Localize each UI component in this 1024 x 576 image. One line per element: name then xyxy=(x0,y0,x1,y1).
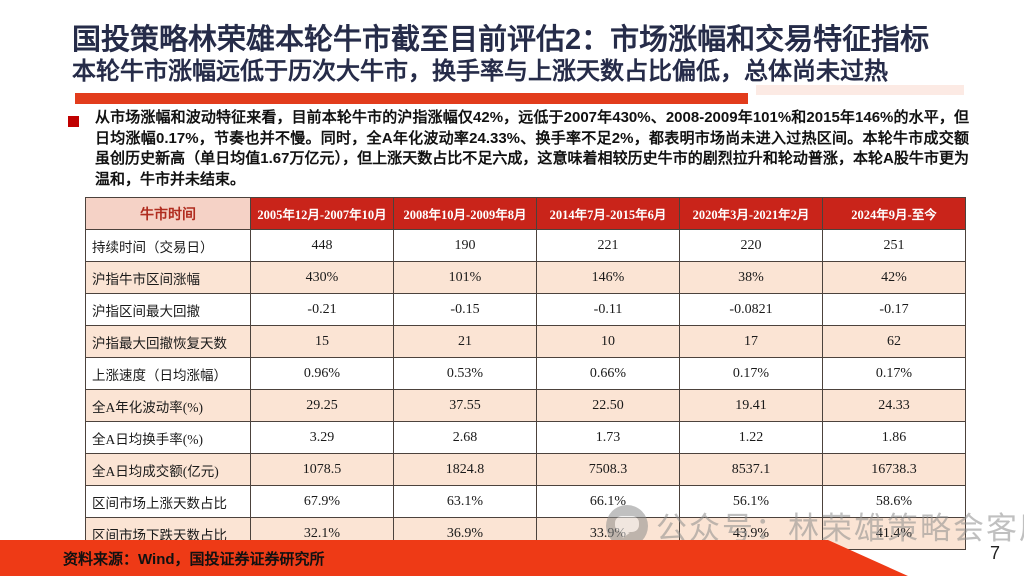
table-period-header: 2024年9月-至今 xyxy=(822,197,966,230)
cell-value: 19.41 xyxy=(679,389,823,422)
table-row: 沪指牛市区间涨幅 430% 101% 146% 38% 42% xyxy=(85,261,966,294)
body-paragraph: 从市场涨幅和波动特征来看，目前本轮牛市的沪指涨幅仅42%，远低于2007年430… xyxy=(95,109,969,188)
row-label: 沪指最大回撤恢复天数 xyxy=(85,325,251,358)
cell-value: 56.1% xyxy=(679,485,823,518)
cell-value: 8537.1 xyxy=(679,453,823,486)
cell-value: 190 xyxy=(393,229,537,262)
cell-value: 430% xyxy=(250,261,394,294)
cell-value: 1.86 xyxy=(822,421,966,454)
cell-value: 101% xyxy=(393,261,537,294)
cell-value: 0.53% xyxy=(393,357,537,390)
cell-value: 7508.3 xyxy=(536,453,680,486)
cell-value: 2.68 xyxy=(393,421,537,454)
table-row: 区间市场上涨天数占比 67.9% 63.1% 66.1% 56.1% 58.6% xyxy=(85,485,966,518)
row-label: 沪指牛市区间涨幅 xyxy=(85,261,251,294)
cell-value: 0.17% xyxy=(679,357,823,390)
cell-value: 0.66% xyxy=(536,357,680,390)
cell-value: 251 xyxy=(822,229,966,262)
cell-value: 3.29 xyxy=(250,421,394,454)
table-row: 持续时间（交易日） 448 190 221 220 251 xyxy=(85,229,966,262)
row-label: 全A日均成交额(亿元) xyxy=(85,453,251,486)
row-label: 区间市场上涨天数占比 xyxy=(85,485,251,518)
table-row: 全A日均成交额(亿元) 1078.5 1824.8 7508.3 8537.1 16738… xyxy=(85,453,966,486)
cell-value: 21 xyxy=(393,325,537,358)
cell-value: 62 xyxy=(822,325,966,358)
row-label: 上涨速度（日均涨幅） xyxy=(85,357,251,390)
cell-value: 38% xyxy=(679,261,823,294)
cell-value: 221 xyxy=(536,229,680,262)
cell-value: -0.15 xyxy=(393,293,537,326)
row-label: 持续时间（交易日） xyxy=(85,229,251,262)
table-row: 全A年化波动率(%) 29.25 37.55 22.50 19.41 24.33 xyxy=(85,389,966,422)
cell-value: 22.50 xyxy=(536,389,680,422)
cell-value: 1.73 xyxy=(536,421,680,454)
cell-value: 220 xyxy=(679,229,823,262)
cell-value: 1824.8 xyxy=(393,453,537,486)
cell-value: 29.25 xyxy=(250,389,394,422)
cell-value: 0.96% xyxy=(250,357,394,390)
cell-value: -0.17 xyxy=(822,293,966,326)
cell-value: 37.55 xyxy=(393,389,537,422)
table-period-header: 2014年7月-2015年6月 xyxy=(536,197,680,230)
bullet-square-icon xyxy=(68,116,79,127)
row-label: 全A年化波动率(%) xyxy=(85,389,251,422)
cell-value: 10 xyxy=(536,325,680,358)
cell-value: -0.0821 xyxy=(679,293,823,326)
row-label: 沪指区间最大回撤 xyxy=(85,293,251,326)
table-row: 全A日均换手率(%) 3.29 2.68 1.73 1.22 1.86 xyxy=(85,421,966,454)
slide-title: 国投策略林荣雄本轮牛市截至目前评估2：市场涨幅和交易特征指标 xyxy=(72,24,930,56)
footer-band: 资料来源：Wind，国投证券证券研究所 xyxy=(0,540,908,576)
cell-value: 17 xyxy=(679,325,823,358)
cell-value: 63.1% xyxy=(393,485,537,518)
source-note: 资料来源：Wind，国投证券证券研究所 xyxy=(63,551,325,568)
table-head: 牛市时间 2005年12月-2007年10月 2008年10月-2009年8月 201… xyxy=(85,197,966,230)
row-label: 全A日均换手率(%) xyxy=(85,421,251,454)
table-period-header: 2005年12月-2007年10月 xyxy=(250,197,394,230)
cell-value: -0.11 xyxy=(536,293,680,326)
bull-market-table: 牛市时间 2005年12月-2007年10月 2008年10月-2009年8月 201… xyxy=(85,197,966,550)
cell-value: 15 xyxy=(250,325,394,358)
cell-value: 67.9% xyxy=(250,485,394,518)
table-row: 沪指最大回撤恢复天数 15 21 10 17 62 xyxy=(85,325,966,358)
page-number: 7 xyxy=(989,543,1000,563)
table-header-row: 牛市时间 2005年12月-2007年10月 2008年10月-2009年8月 201… xyxy=(85,197,966,230)
table-period-header: 2020年3月-2021年2月 xyxy=(679,197,823,230)
cell-value: 41.4% xyxy=(822,517,966,550)
cell-value: 0.17% xyxy=(822,357,966,390)
table-row: 上涨速度（日均涨幅） 0.96% 0.53% 0.66% 0.17% 0.17% xyxy=(85,357,966,390)
cell-value: 24.33 xyxy=(822,389,966,422)
table-period-header: 2008年10月-2009年8月 xyxy=(393,197,537,230)
table-row: 沪指区间最大回撤 -0.21 -0.15 -0.11 -0.0821 -0.17 xyxy=(85,293,966,326)
red-accent-bar xyxy=(75,93,748,104)
cell-value: 42% xyxy=(822,261,966,294)
slide-subtitle: 本轮牛市涨幅远低于历次大牛市，换手率与上涨天数占比偏低，总体尚未过热 xyxy=(72,58,888,85)
cell-value: 1078.5 xyxy=(250,453,394,486)
cell-value: 146% xyxy=(536,261,680,294)
cell-value: 1.22 xyxy=(679,421,823,454)
cell-value: 58.6% xyxy=(822,485,966,518)
table-corner-header: 牛市时间 xyxy=(85,197,251,230)
pink-accent-strip xyxy=(756,85,964,95)
table-body: 持续时间（交易日） 448 190 221 220 251 沪指牛市区间涨幅 430% 101%… xyxy=(85,229,966,550)
cell-value: 16738.3 xyxy=(822,453,966,486)
cell-value: 448 xyxy=(250,229,394,262)
cell-value: 66.1% xyxy=(536,485,680,518)
cell-value: -0.21 xyxy=(250,293,394,326)
